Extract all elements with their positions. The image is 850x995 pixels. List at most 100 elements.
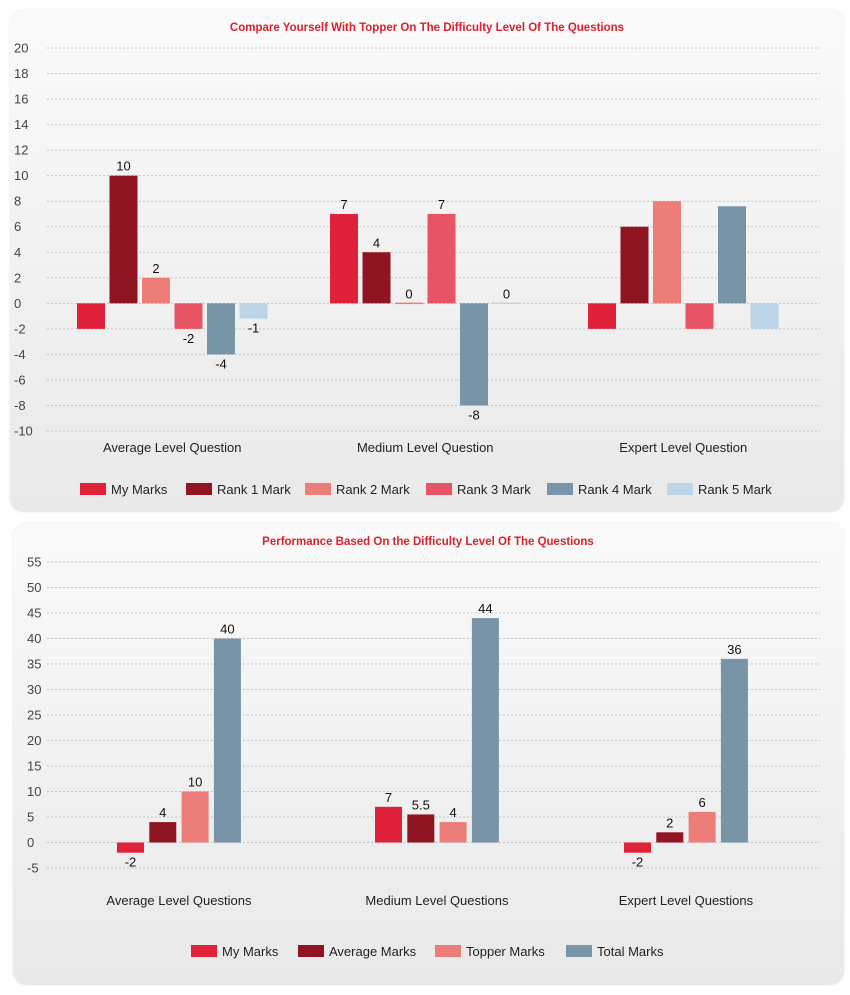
legend-label-my-marks: My Marks: [111, 482, 168, 497]
bar-topper-marks-3: [688, 811, 716, 843]
bar-average-marks-2: [407, 814, 435, 843]
y-tick-label: -6: [14, 372, 26, 387]
bar-total-marks-1: [213, 638, 241, 843]
bar-my-marks-1: [77, 303, 105, 329]
bar-rank-5-mark-1: [239, 303, 268, 319]
bar-rank-1-mark-2: [362, 252, 391, 304]
y-tick-label: 6: [14, 219, 21, 234]
bar-rank-1-mark-3: [620, 226, 649, 304]
legend-swatch-rank-5-mark: [667, 483, 693, 495]
bar-rank-2-mark-2: [395, 302, 423, 305]
bar-my-marks-3: [624, 842, 651, 853]
y-tick-label: -10: [14, 424, 33, 439]
y-tick-label: -4: [14, 347, 26, 362]
data-label: 6: [698, 795, 705, 810]
y-tick-label: 2: [14, 270, 21, 285]
chart-title: Compare Yourself With Topper On The Diff…: [230, 22, 624, 34]
y-tick-label: 55: [27, 555, 41, 570]
y-tick-label: 20: [14, 41, 28, 56]
bar-topper-marks-1: [181, 791, 209, 843]
data-label: -8: [468, 407, 480, 422]
data-label: 40: [220, 622, 234, 637]
x-category-label: Medium Level Questions: [365, 893, 509, 908]
data-label: 7: [340, 197, 347, 212]
legend-swatch-my-marks: [191, 945, 217, 957]
y-tick-label: 18: [14, 66, 28, 81]
chart-panel-difficulty-compare: [10, 10, 844, 512]
x-category-label: Average Level Questions: [106, 893, 252, 908]
bar-my-marks-3: [588, 303, 616, 329]
bar-total-marks-3: [720, 658, 748, 843]
x-category-label: Medium Level Question: [357, 440, 494, 455]
legend-label-total-marks: Total Marks: [597, 944, 664, 959]
bar-rank-1-mark-1: [109, 175, 138, 304]
legend-label-rank-1-mark: Rank 1 Mark: [217, 482, 291, 497]
bar-rank-5-mark-2: [492, 302, 521, 305]
data-label: 5.5: [412, 797, 430, 812]
y-tick-label: 40: [27, 631, 41, 646]
bar-rank-3-mark-2: [427, 213, 456, 304]
legend-label-topper-marks: Topper Marks: [466, 944, 545, 959]
bar-rank-4-mark-1: [207, 303, 235, 355]
legend-label-rank-3-mark: Rank 3 Mark: [457, 482, 531, 497]
bar-rank-4-mark-2: [460, 303, 488, 406]
data-label: 2: [666, 815, 673, 830]
data-label: 4: [449, 805, 456, 820]
y-tick-label: 12: [14, 143, 28, 158]
legend-label-rank-2-mark: Rank 2 Mark: [336, 482, 410, 497]
legend-swatch-rank-3-mark: [426, 483, 452, 495]
data-label: -2: [632, 855, 644, 870]
data-label: 2: [152, 261, 159, 276]
y-tick-label: 30: [27, 682, 41, 697]
data-label: -2: [125, 855, 137, 870]
y-tick-label: 25: [27, 708, 41, 723]
y-tick-label: -2: [14, 321, 26, 336]
y-tick-label: 16: [14, 92, 28, 107]
y-tick-label: 0: [27, 835, 34, 850]
x-category-label: Expert Level Question: [619, 440, 747, 455]
y-tick-label: -8: [14, 398, 26, 413]
legend-label-rank-5-mark: Rank 5 Mark: [698, 482, 772, 497]
legend-swatch-rank-1-mark: [186, 483, 212, 495]
y-tick-label: -5: [27, 861, 39, 876]
bar-rank-3-mark-1: [174, 303, 203, 329]
x-category-label: Expert Level Questions: [619, 893, 754, 908]
chart-title: Performance Based On the Difficulty Leve…: [262, 536, 594, 548]
y-tick-label: 10: [27, 784, 41, 799]
data-label: -1: [248, 321, 260, 336]
y-tick-label: 20: [27, 733, 41, 748]
chart-panel-performance: [13, 523, 844, 985]
y-tick-label: 4: [14, 245, 21, 260]
bar-total-marks-2: [471, 618, 499, 843]
y-tick-label: 0: [14, 296, 21, 311]
data-label: 7: [438, 197, 445, 212]
legend-swatch-rank-4-mark: [547, 483, 573, 495]
bar-my-marks-1: [117, 842, 144, 853]
y-tick-label: 10: [14, 168, 28, 183]
chart-compare-topper: Compare Yourself With Topper On The Diff…: [14, 22, 820, 497]
legend-swatch-average-marks: [298, 945, 324, 957]
data-label: 0: [405, 286, 412, 301]
legend-swatch-my-marks: [80, 483, 106, 495]
y-tick-label: 35: [27, 657, 41, 672]
data-label: 10: [116, 159, 130, 174]
data-label: 7: [385, 790, 392, 805]
bar-my-marks-2: [375, 806, 402, 843]
legend-label-my-marks: My Marks: [222, 944, 279, 959]
data-label: 4: [159, 805, 166, 820]
bar-rank-4-mark-3: [718, 206, 746, 304]
data-label: 4: [373, 235, 380, 250]
bar-rank-3-mark-3: [685, 303, 714, 329]
bar-rank-2-mark-3: [653, 201, 681, 304]
y-tick-label: 5: [27, 810, 34, 825]
bar-topper-marks-2: [439, 822, 467, 843]
bar-rank-2-mark-1: [142, 277, 170, 304]
y-tick-label: 8: [14, 194, 21, 209]
legend-swatch-total-marks: [566, 945, 592, 957]
legend-label-average-marks: Average Marks: [329, 944, 417, 959]
y-tick-label: 14: [14, 117, 28, 132]
bar-my-marks-2: [330, 213, 358, 304]
bar-average-marks-3: [656, 832, 684, 843]
y-tick-label: 45: [27, 606, 41, 621]
